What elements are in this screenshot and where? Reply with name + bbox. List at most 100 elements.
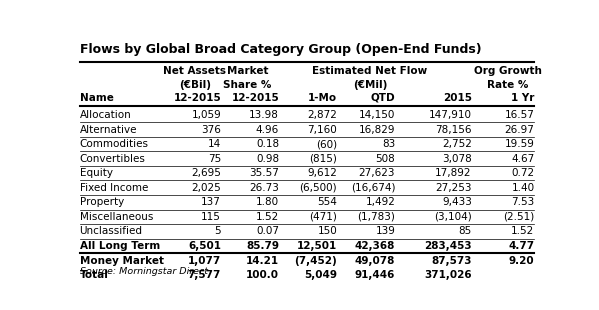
Text: 12-2015: 12-2015	[173, 93, 221, 103]
Text: QTD: QTD	[371, 93, 395, 103]
Text: (815): (815)	[309, 154, 337, 164]
Text: 9.20: 9.20	[509, 256, 534, 266]
Text: 78,156: 78,156	[435, 125, 472, 135]
Text: (1,783): (1,783)	[358, 212, 395, 222]
Text: (6,500): (6,500)	[300, 183, 337, 193]
Text: 2,025: 2,025	[191, 183, 221, 193]
Text: 4.67: 4.67	[511, 154, 534, 164]
Text: 14: 14	[208, 139, 221, 149]
Text: 1.80: 1.80	[256, 197, 279, 207]
Text: Allocation: Allocation	[80, 110, 131, 120]
Text: Commodities: Commodities	[80, 139, 149, 149]
Text: 91,446: 91,446	[355, 270, 395, 280]
Text: 13.98: 13.98	[249, 110, 279, 120]
Text: (471): (471)	[309, 212, 337, 222]
Text: Convertibles: Convertibles	[80, 154, 146, 164]
Text: 26.73: 26.73	[249, 183, 279, 193]
Text: Property: Property	[80, 197, 124, 207]
Text: 139: 139	[376, 227, 395, 237]
Text: Source: Morningstar Direct: Source: Morningstar Direct	[80, 267, 207, 276]
Text: (3,104): (3,104)	[434, 212, 472, 222]
Text: 2015: 2015	[443, 93, 472, 103]
Text: 1.52: 1.52	[256, 212, 279, 222]
Text: 115: 115	[201, 212, 221, 222]
Text: (60): (60)	[316, 139, 337, 149]
Text: 12,501: 12,501	[297, 241, 337, 251]
Text: 14,150: 14,150	[359, 110, 395, 120]
Text: 150: 150	[317, 227, 337, 237]
Text: 5: 5	[214, 227, 221, 237]
Text: 1.52: 1.52	[511, 227, 534, 237]
Text: 85: 85	[459, 227, 472, 237]
Text: 0.72: 0.72	[512, 168, 534, 178]
Text: All Long Term: All Long Term	[80, 241, 160, 251]
Text: (2.51): (2.51)	[503, 212, 534, 222]
Text: 1,077: 1,077	[188, 256, 221, 266]
Text: 371,026: 371,026	[424, 270, 472, 280]
Text: 376: 376	[201, 125, 221, 135]
Text: 9,433: 9,433	[442, 197, 472, 207]
Text: 1.40: 1.40	[512, 183, 534, 193]
Text: 9,612: 9,612	[307, 168, 337, 178]
Text: 283,453: 283,453	[424, 241, 472, 251]
Text: 16.57: 16.57	[504, 110, 534, 120]
Text: 14.21: 14.21	[246, 256, 279, 266]
Text: 7,577: 7,577	[187, 270, 221, 280]
Text: 0.98: 0.98	[256, 154, 279, 164]
Text: 75: 75	[208, 154, 221, 164]
Text: 26.97: 26.97	[504, 125, 534, 135]
Text: 0.07: 0.07	[256, 227, 279, 237]
Text: 554: 554	[317, 197, 337, 207]
Text: Miscellaneous: Miscellaneous	[80, 212, 153, 222]
Text: 100.0: 100.0	[246, 270, 279, 280]
Text: Total: Total	[80, 270, 108, 280]
Text: 2,752: 2,752	[442, 139, 472, 149]
Text: 0.18: 0.18	[256, 139, 279, 149]
Text: 27,253: 27,253	[435, 183, 472, 193]
Text: 2,872: 2,872	[307, 110, 337, 120]
Text: Market: Market	[227, 66, 268, 76]
Text: Org Growth: Org Growth	[474, 66, 541, 76]
Text: 6,501: 6,501	[188, 241, 221, 251]
Text: 85.79: 85.79	[246, 241, 279, 251]
Text: Alternative: Alternative	[80, 125, 137, 135]
Text: (€Bil): (€Bil)	[179, 80, 211, 90]
Text: 16,829: 16,829	[359, 125, 395, 135]
Text: 12-2015: 12-2015	[231, 93, 279, 103]
Text: 4.96: 4.96	[256, 125, 279, 135]
Text: 42,368: 42,368	[355, 241, 395, 251]
Text: Money Market: Money Market	[80, 256, 164, 266]
Text: 17,892: 17,892	[435, 168, 472, 178]
Text: Rate %: Rate %	[487, 80, 528, 90]
Text: 35.57: 35.57	[249, 168, 279, 178]
Text: (€Mil): (€Mil)	[353, 80, 388, 90]
Text: 87,573: 87,573	[431, 256, 472, 266]
Text: Equity: Equity	[80, 168, 113, 178]
Text: 2,695: 2,695	[191, 168, 221, 178]
Text: 3,078: 3,078	[442, 154, 472, 164]
Text: 19.59: 19.59	[504, 139, 534, 149]
Text: 83: 83	[382, 139, 395, 149]
Text: 5,049: 5,049	[304, 270, 337, 280]
Text: Unclassified: Unclassified	[80, 227, 143, 237]
Text: 1-Mo: 1-Mo	[308, 93, 337, 103]
Text: 1,059: 1,059	[191, 110, 221, 120]
Text: (16,674): (16,674)	[350, 183, 395, 193]
Text: 4.77: 4.77	[509, 241, 534, 251]
Text: Flows by Global Broad Category Group (Open-End Funds): Flows by Global Broad Category Group (Op…	[80, 43, 481, 56]
Text: 1 Yr: 1 Yr	[511, 93, 534, 103]
Text: 147,910: 147,910	[429, 110, 472, 120]
Text: 7.53: 7.53	[511, 197, 534, 207]
Text: 49,078: 49,078	[355, 256, 395, 266]
Text: Estimated Net Flow: Estimated Net Flow	[313, 66, 428, 76]
Text: Name: Name	[80, 93, 113, 103]
Text: 7,160: 7,160	[307, 125, 337, 135]
Text: 1,492: 1,492	[365, 197, 395, 207]
Text: Share %: Share %	[223, 80, 272, 90]
Text: 137: 137	[201, 197, 221, 207]
Text: Net Assets: Net Assets	[163, 66, 226, 76]
Text: (7,452): (7,452)	[295, 256, 337, 266]
Text: Fixed Income: Fixed Income	[80, 183, 148, 193]
Text: 27,623: 27,623	[359, 168, 395, 178]
Text: 508: 508	[376, 154, 395, 164]
